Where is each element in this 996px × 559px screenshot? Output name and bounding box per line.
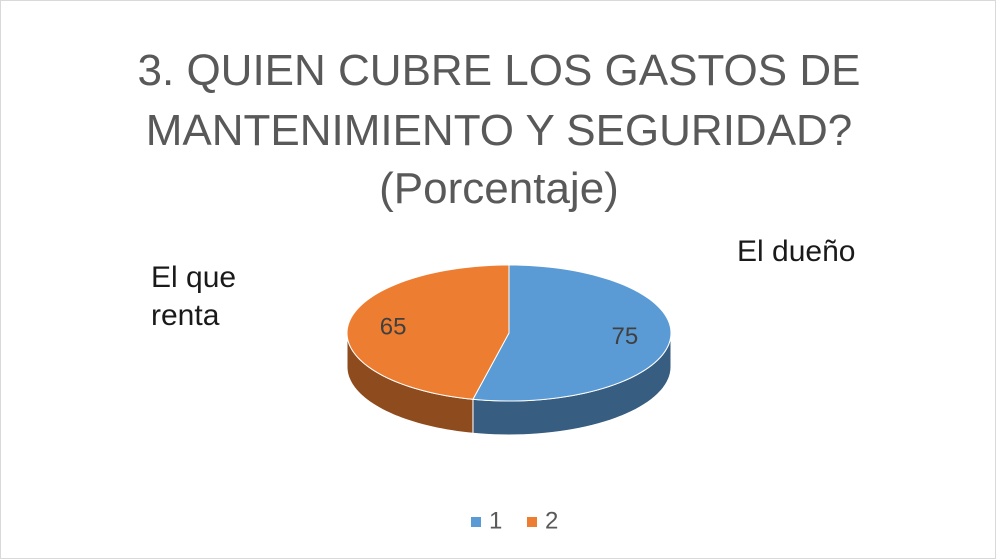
slice [346, 264, 510, 400]
slice-annotation: El dueño [737, 235, 856, 268]
legend-swatch [471, 517, 481, 527]
slice [472, 264, 672, 402]
slice-annotation: El que renta [151, 261, 237, 332]
legend-label: 2 [545, 507, 558, 534]
legend-label: 1 [489, 507, 502, 534]
chart-subtitle: (Porcentaje) [379, 164, 619, 213]
chart-title: 3. QUIEN CUBRE LOS GASTOS DE MANTENIMIEN… [137, 46, 861, 155]
data-label: 75 [612, 323, 639, 350]
legend-swatch [527, 517, 537, 527]
data-label: 65 [380, 314, 407, 341]
